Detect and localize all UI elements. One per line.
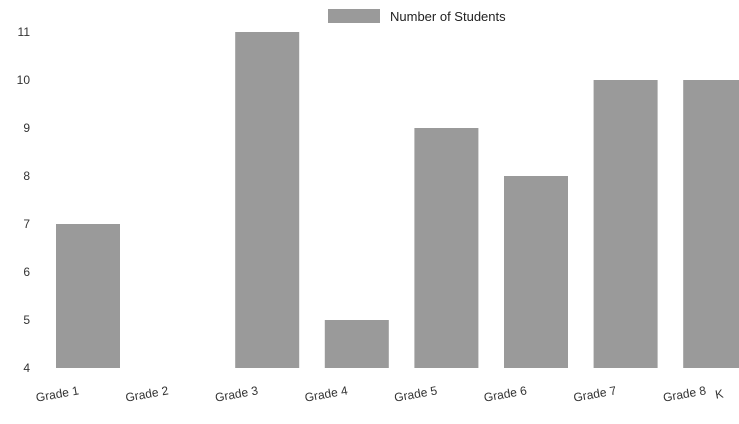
x-tick-label: Grade 3 (214, 383, 259, 404)
legend-swatch (328, 9, 380, 23)
y-tick-label: 4 (23, 361, 30, 375)
y-tick-label: 8 (23, 169, 30, 183)
y-tick-label: 5 (23, 313, 30, 327)
x-tick-label: Grade 1 (35, 383, 80, 404)
bar (324, 320, 389, 368)
bar (235, 32, 300, 368)
y-tick-label: 9 (23, 121, 30, 135)
bar (56, 224, 120, 368)
bar (593, 80, 658, 368)
x-tick-label: Grade 7 (572, 383, 617, 404)
x-tick-label: Grade 2 (124, 383, 169, 404)
y-tick-label: 6 (23, 265, 30, 279)
y-tick-label: 11 (18, 25, 31, 39)
bars (56, 32, 739, 368)
bar (683, 80, 739, 368)
legend: Number of Students (328, 9, 506, 24)
x-tick-label: Grade 5 (393, 383, 438, 404)
x-tick-label: Grade 6 (483, 383, 528, 404)
legend-label: Number of Students (390, 9, 506, 24)
x-tick-label: K (714, 386, 724, 401)
y-tick-label: 7 (23, 217, 30, 231)
x-tick-label: Grade 4 (304, 383, 349, 404)
y-tick-label: 10 (17, 73, 31, 87)
x-tick-label: Grade 8 (662, 383, 707, 404)
y-axis: 4 5 6 7 8 9 10 11 (17, 25, 31, 375)
bar (504, 176, 568, 368)
bar (414, 128, 479, 368)
x-axis: Grade 1 Grade 2 Grade 3 Grade 4 Grade 5 Grade… (35, 383, 725, 404)
